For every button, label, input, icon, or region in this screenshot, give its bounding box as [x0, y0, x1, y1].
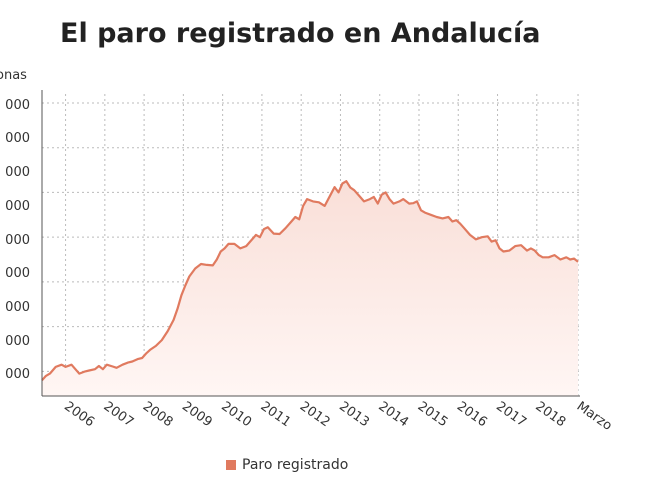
x-tick-label-1: 2007 — [101, 399, 137, 430]
legend-label: Paro registrado — [242, 457, 349, 473]
y-tick-label-3: 000 — [5, 199, 30, 214]
x-tick-label-2: 2008 — [140, 399, 176, 430]
y-tick-label-0: 000 — [5, 98, 30, 113]
chart-title: El paro registrado en Andalucía — [60, 18, 541, 49]
x-tick-label-0: 2006 — [61, 399, 97, 430]
y-tick-label-5: 000 — [5, 266, 30, 281]
x-tick-label-6: 2012 — [297, 399, 333, 430]
x-tick-label-11: 2017 — [493, 399, 529, 430]
x-tick-label-8: 2014 — [375, 399, 411, 430]
y-tick-label-7: 000 — [5, 334, 30, 349]
x-tick-label-3: 2009 — [179, 399, 215, 430]
y-tick-label-1: 000 — [5, 131, 30, 146]
series-area — [42, 181, 578, 396]
y-axis-label: onas — [0, 68, 27, 83]
plot-area — [41, 180, 579, 396]
y-tick-label-6: 000 — [5, 300, 30, 315]
y-tick-label-2: 000 — [5, 165, 30, 180]
x-tick-label-4: 2010 — [218, 399, 254, 430]
x-tick-label-13: Marzo — [574, 399, 615, 434]
series-line — [41, 180, 579, 382]
x-tick-label-12: 2018 — [533, 399, 569, 430]
x-tick-label-5: 2011 — [258, 399, 294, 430]
x-tick-label-10: 2016 — [454, 399, 490, 430]
y-tick-label-4: 000 — [5, 233, 30, 248]
x-tick-label-7: 2013 — [336, 399, 372, 430]
x-tick-label-9: 2015 — [415, 399, 451, 430]
y-tick-label-8: 000 — [5, 367, 30, 382]
legend: Paro registrado — [226, 457, 348, 473]
legend-swatch — [226, 460, 236, 470]
axes — [41, 90, 580, 397]
